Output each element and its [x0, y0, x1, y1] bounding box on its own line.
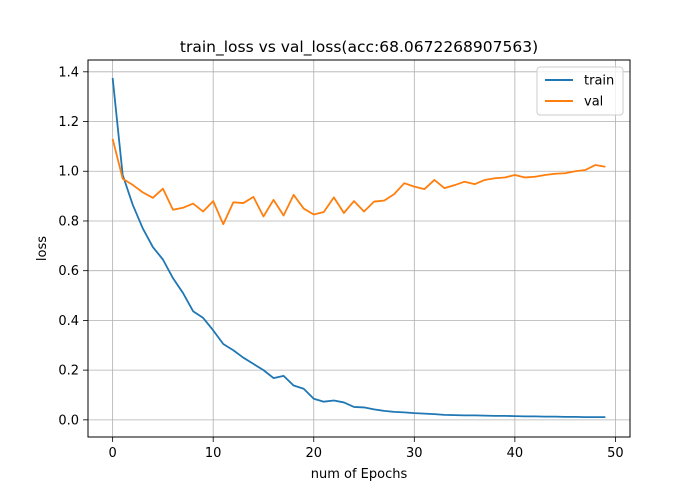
y-tick-label: 1.0 [58, 165, 79, 180]
series-line-val [111, 138, 606, 226]
y-tick-label: 0.0 [58, 413, 79, 428]
y-tick-label: 0.6 [58, 264, 79, 279]
y-tick-label: 1.4 [58, 65, 79, 80]
x-tick-label: 10 [205, 446, 222, 461]
y-tick-label: 1.2 [58, 115, 79, 130]
x-tick-label: 40 [507, 446, 524, 461]
x-tick-label: 50 [607, 446, 624, 461]
x-tick-label: 30 [406, 446, 423, 461]
axes-frame [87, 59, 631, 438]
x-tick-label: 0 [108, 446, 116, 461]
chart-title: train_loss vs val_loss(acc:68.0672268907… [180, 38, 538, 57]
ticks: 0 10 20 30 40 50 0.0 0.2 0.4 0.6 0.8 1.0 1.2 1.4 [58, 65, 623, 461]
grid [88, 60, 630, 437]
x-axis-label: num of Epochs [311, 467, 408, 482]
y-tick-label: 0.8 [58, 214, 79, 229]
y-tick-label: 0.2 [58, 364, 79, 379]
y-tick-label: 0.4 [58, 314, 79, 329]
legend: train val [536, 66, 624, 116]
series-line-train [111, 77, 606, 419]
legend-val-label: val [584, 95, 603, 110]
y-axis-label: loss [35, 236, 50, 261]
plot-lines [111, 77, 606, 419]
legend-train-label: train [584, 74, 614, 89]
x-tick-label: 20 [305, 446, 322, 461]
